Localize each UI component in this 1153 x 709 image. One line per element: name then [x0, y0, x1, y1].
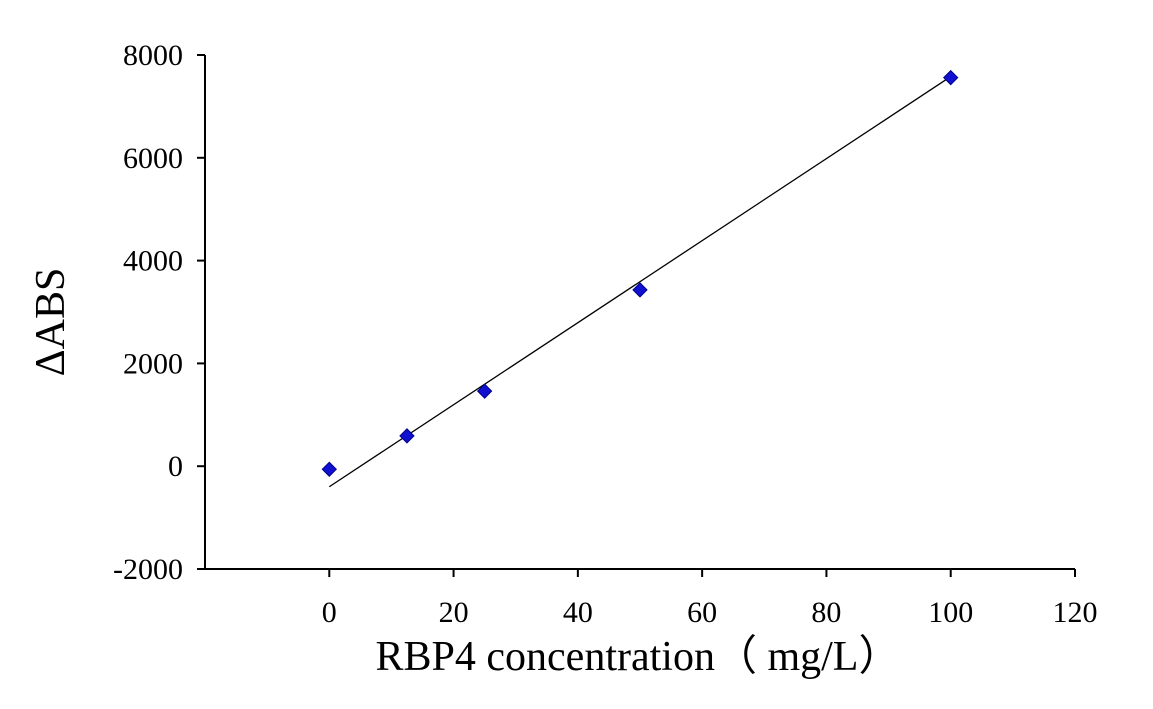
x-tick-label: 80: [811, 596, 841, 629]
y-tick-label: 2000: [123, 347, 183, 380]
y-tick-label: 0: [168, 450, 183, 483]
data-point: [399, 428, 415, 444]
y-tick-label: 8000: [123, 39, 183, 72]
trendline-layer: [328, 76, 952, 488]
linear-fit-line: [328, 76, 952, 488]
y-tick-label: 6000: [123, 142, 183, 175]
tick-labels-layer: -2000 0 2000 4000 6000 8000 0 20 40 60 80 100 120: [113, 39, 1098, 629]
data-points-layer: [321, 69, 959, 477]
x-tick-label: 0: [322, 596, 337, 629]
x-axis-title: RBP4 concentration（ mg/L）: [376, 634, 901, 680]
data-point: [943, 69, 959, 86]
axes: [197, 54, 1076, 577]
data-point: [476, 383, 493, 399]
x-tick-label: 20: [439, 596, 469, 629]
data-point: [632, 282, 648, 298]
y-tick-label: -2000: [113, 553, 183, 586]
data-point: [321, 461, 337, 477]
x-tick-label: 60: [687, 596, 717, 629]
x-tick-label: 120: [1053, 596, 1098, 629]
y-axis-title: ΔABS: [28, 268, 74, 377]
y-tick-label: 4000: [123, 245, 183, 278]
x-tick-label: 40: [563, 596, 593, 629]
x-tick-label: 100: [928, 596, 973, 629]
